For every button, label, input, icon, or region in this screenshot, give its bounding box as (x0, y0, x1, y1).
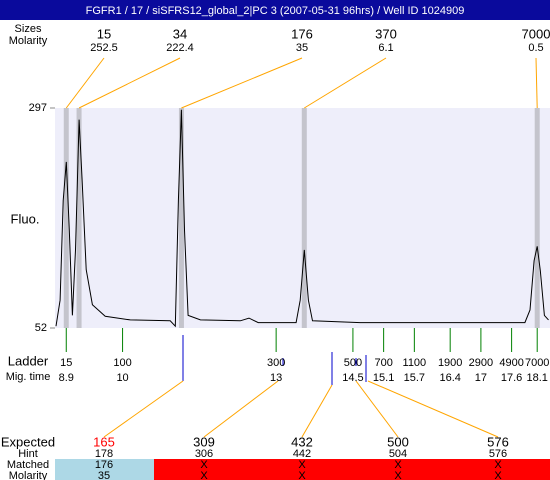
ladder-mig-time: 17.6 (501, 372, 522, 384)
ladder-mig-time: 13 (270, 372, 282, 384)
cell-hint: 442 (293, 448, 311, 460)
peak-molarity: 35 (296, 42, 308, 54)
cell-matched: X (394, 459, 402, 471)
ladder-mig-time: 10 (116, 372, 128, 384)
cell-hint: 306 (195, 448, 213, 460)
row-label: Hint (18, 448, 38, 460)
row-label: Matched (7, 459, 49, 471)
fluorescence-trace (55, 109, 549, 328)
expected-markers (182, 335, 367, 385)
peak-size: 7000 (522, 26, 550, 41)
peak-size: 15 (97, 26, 111, 41)
ladder-mig-time: 15.1 (373, 372, 394, 384)
peak-connector (181, 57, 303, 109)
cell-molarity: X (200, 470, 208, 480)
y-axis-label: Fluo. (11, 211, 40, 226)
window-title: FGFR1 / 17 / siSFRS12_global_2|PC 3 (200… (86, 5, 465, 17)
expected-connectors (103, 380, 499, 438)
ladder-size: 2900 (469, 357, 493, 369)
peak-connector (65, 57, 105, 109)
ladder-mig-time: 18.1 (526, 372, 547, 384)
matched-cell (55, 459, 154, 480)
peak-molarity: 252.5 (90, 42, 118, 54)
ladder-size: 4900 (499, 357, 523, 369)
peak-connector (304, 57, 387, 109)
row-label: Expected (1, 434, 55, 449)
sizes-label: Sizes (15, 23, 42, 35)
peak-band (178, 108, 184, 328)
cell-expected: 500 (387, 434, 409, 449)
ladder-label: Ladder (8, 353, 49, 368)
ladder-size: 100 (113, 357, 131, 369)
title-bar (0, 0, 550, 20)
cell-matched: X (494, 459, 502, 471)
peak-size: 176 (291, 26, 313, 41)
cell-hint: 178 (95, 448, 113, 460)
peak-band (534, 108, 540, 328)
ladder-size: 7000 (525, 357, 549, 369)
cell-matched: X (200, 459, 208, 471)
peak-molarity: 222.4 (166, 42, 194, 54)
cell-expected: 576 (487, 434, 509, 449)
ladder-size: 500 (344, 357, 362, 369)
cell-molarity: X (298, 470, 306, 480)
ladder-size: 15 (60, 357, 72, 369)
peak-band (63, 108, 69, 328)
peak-band (301, 108, 307, 328)
ladder-size: 700 (374, 357, 392, 369)
peak-size: 34 (173, 26, 187, 41)
peak-connector (535, 57, 538, 109)
peak-connector (78, 57, 181, 109)
ladder-mig-time: 17 (475, 372, 487, 384)
y-tick-label: 52 (35, 322, 47, 334)
molarity-label: Molarity (9, 35, 48, 47)
cell-hint: 504 (389, 448, 407, 460)
mig-time-label: Mig. time (6, 371, 51, 383)
ladder-size: 1100 (403, 357, 427, 369)
peak-band (76, 108, 82, 328)
cell-molarity: X (394, 470, 402, 480)
ladder-mig-time: 8.9 (59, 372, 74, 384)
ladder-size: 1900 (438, 357, 462, 369)
unmatched-cells (154, 459, 550, 480)
peak-molarity: 6.1 (378, 42, 393, 54)
ladder-mig-time: 16.4 (439, 372, 460, 384)
ladder-mig-time: 14.5 (342, 372, 363, 384)
row-label: Molarity (9, 470, 48, 480)
peak-molarity: 0.5 (528, 42, 543, 54)
peak-size: 370 (375, 26, 397, 41)
ladder-mig-time: 15.7 (404, 372, 425, 384)
cell-expected: 165 (93, 434, 115, 449)
cell-molarity: X (494, 470, 502, 480)
cell-expected: 432 (291, 434, 313, 449)
cell-hint: 576 (489, 448, 507, 460)
cell-matched: 176 (95, 459, 113, 471)
y-tick-label: 297 (29, 102, 47, 114)
ladder-size: 300 (267, 357, 285, 369)
cell-expected: 309 (193, 434, 215, 449)
cell-matched: X (298, 459, 306, 471)
cell-molarity: 35 (98, 470, 110, 480)
